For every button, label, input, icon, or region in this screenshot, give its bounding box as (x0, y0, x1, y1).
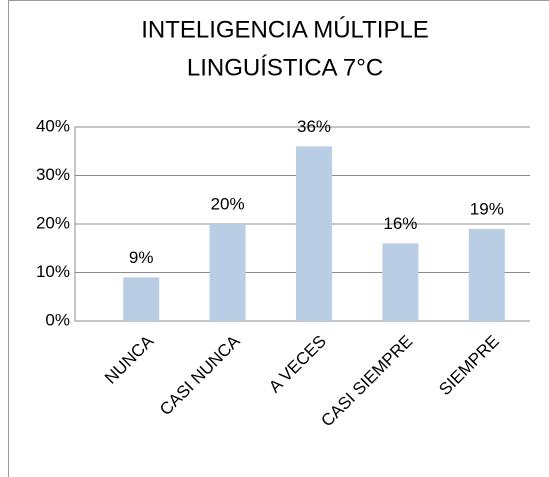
y-tick-label: 0% (45, 310, 70, 329)
value-label: 19% (470, 199, 504, 218)
value-label: 20% (211, 194, 245, 213)
bar (209, 224, 246, 321)
chart-frame (8, 0, 549, 477)
value-label: 36% (297, 117, 331, 136)
chart-title: INTELIGENCIA MÚLTIPLE (141, 16, 429, 43)
y-tick-label: 10% (36, 262, 70, 281)
bar (468, 228, 505, 321)
y-tick-label: 20% (36, 213, 70, 232)
bar (123, 277, 160, 321)
chart-title: LINGUÍSTICA 7°C (187, 54, 383, 81)
value-label: 9% (129, 248, 154, 267)
y-tick-label: 40% (36, 116, 70, 135)
bar (382, 243, 419, 321)
y-tick-label: 30% (36, 165, 70, 184)
bar (296, 146, 332, 321)
value-label: 16% (383, 214, 417, 233)
